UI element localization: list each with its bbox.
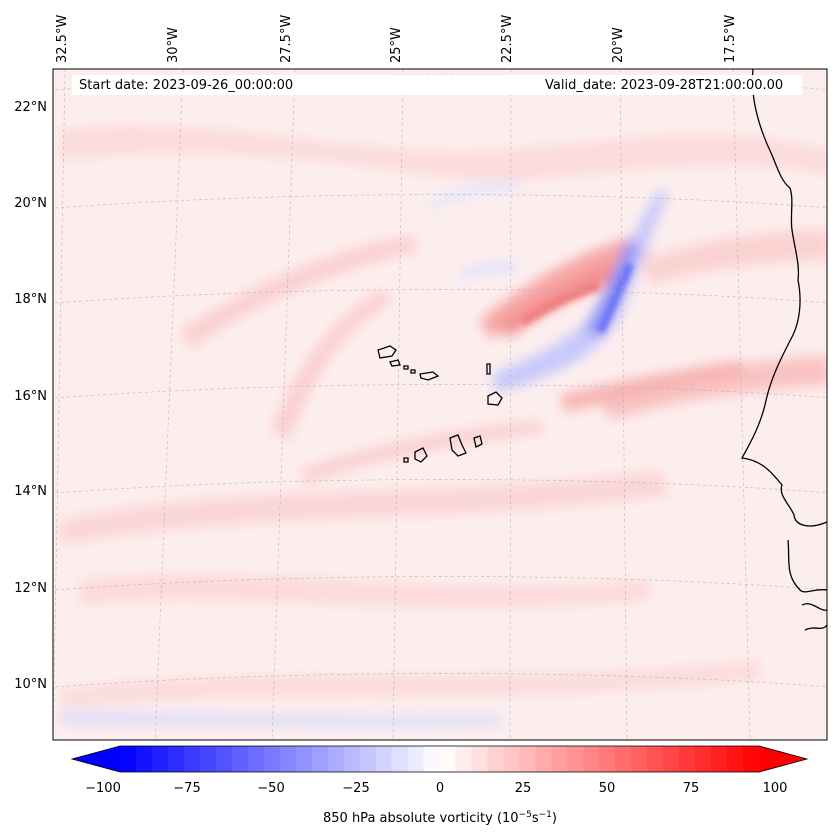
map-background	[53, 69, 827, 740]
colorbar-segment	[599, 746, 616, 772]
cape-verde-islands	[377, 345, 503, 463]
colorbar-segment	[247, 746, 265, 772]
colorbar-segment	[471, 746, 489, 772]
colorbar-tick-label: 75	[683, 781, 700, 796]
colorbar-segment	[279, 746, 297, 772]
colorbar-tick-label: −100	[85, 781, 121, 796]
colorbar-segment	[551, 746, 568, 772]
colorbar-tick-label: −50	[257, 781, 284, 796]
colorbar-segment	[391, 746, 409, 772]
colorbar-tick-label: 25	[515, 781, 532, 796]
colorbar-segment	[167, 746, 185, 772]
africa-coastline	[740, 69, 827, 631]
longitude-labels: 32.5°W 30°W 27.5°W 25°W 22.5°W 20°W 17.5…	[55, 15, 738, 63]
lon-label: 22.5°W	[500, 15, 515, 63]
colorbar-segment	[231, 746, 249, 772]
latitude-labels: 22°N 20°N 18°N 16°N 14°N 12°N 10°N	[14, 100, 47, 692]
colorbar-extend-low	[72, 746, 120, 772]
lat-label: 18°N	[14, 292, 47, 307]
colorbar-segment	[615, 746, 632, 772]
colorbar-segment	[263, 746, 281, 772]
colorbar-segment	[503, 746, 520, 772]
colorbar-segment	[567, 746, 584, 772]
colorbar-tick-label: −75	[173, 781, 200, 796]
colorbar-segment	[295, 746, 313, 772]
start-date-label: Start date: 2023-09-26_00:00:00	[79, 78, 294, 93]
vorticity-field	[60, 125, 827, 727]
colorbar-segment	[407, 746, 425, 772]
colorbar-segment	[359, 746, 377, 772]
header-strip	[72, 75, 802, 95]
colorbar-segment	[727, 746, 744, 772]
colorbar-segment	[535, 746, 552, 772]
colorbar-segment	[423, 746, 441, 772]
valid-date-label: Valid_date: 2023-09-28T21:00:00.00	[545, 78, 784, 93]
colorbar-segment	[647, 746, 664, 772]
colorbar-segment	[631, 746, 648, 772]
colorbar-label: 850 hPa absolute vorticity (10−5s−1)	[323, 810, 557, 826]
colorbar-segment	[519, 746, 536, 772]
colorbar-tick-label: 100	[763, 781, 788, 796]
colorbar-segment	[455, 746, 473, 772]
lat-label: 10°N	[14, 677, 47, 692]
colorbar-segment	[487, 746, 504, 772]
vorticity-map[interactable]	[52, 68, 830, 741]
colorbar-segment	[327, 746, 345, 772]
colorbar-segment	[711, 746, 728, 772]
vorticity-core	[520, 262, 634, 334]
colorbar-segment	[199, 746, 217, 772]
lon-label: 30°W	[166, 27, 181, 63]
colorbar-segment	[215, 746, 233, 772]
colorbar-tick-label: 50	[599, 781, 616, 796]
colorbar-ticks: −100 −75 −50 −25 0 25 50 75 100	[85, 781, 787, 796]
colorbar-segment	[439, 746, 457, 772]
lon-label: 32.5°W	[55, 15, 70, 63]
colorbar-segment	[679, 746, 696, 772]
colorbar-segment	[120, 746, 137, 772]
colorbar-segment	[583, 746, 600, 772]
lat-label: 20°N	[14, 196, 47, 211]
colorbar-extend-high	[759, 746, 807, 772]
lat-label: 16°N	[14, 389, 47, 404]
lon-label: 20°W	[611, 27, 626, 63]
lat-label: 14°N	[14, 484, 47, 499]
colorbar-tick-label: 0	[436, 781, 444, 796]
colorbar-segment	[343, 746, 361, 772]
colorbar-segments	[120, 746, 760, 772]
colorbar-segment	[743, 746, 760, 772]
lat-label: 12°N	[14, 581, 47, 596]
map-frame	[52, 68, 828, 741]
lat-label: 22°N	[14, 100, 47, 115]
colorbar-segment	[183, 746, 201, 772]
colorbar-outline	[70, 745, 809, 773]
lon-label: 25°W	[389, 27, 404, 63]
colorbar-segment	[311, 746, 329, 772]
colorbar: −100 −75 −50 −25 0 25 50 75 100 850 hPa …	[70, 745, 809, 826]
colorbar-segment	[151, 746, 169, 772]
lon-label: 17.5°W	[723, 15, 738, 63]
colorbar-segment	[663, 746, 680, 772]
colorbar-segment	[135, 746, 153, 772]
lon-label: 27.5°W	[279, 15, 294, 63]
colorbar-segment	[695, 746, 712, 772]
colorbar-segment	[375, 746, 393, 772]
colorbar-tick-label: −25	[342, 781, 369, 796]
